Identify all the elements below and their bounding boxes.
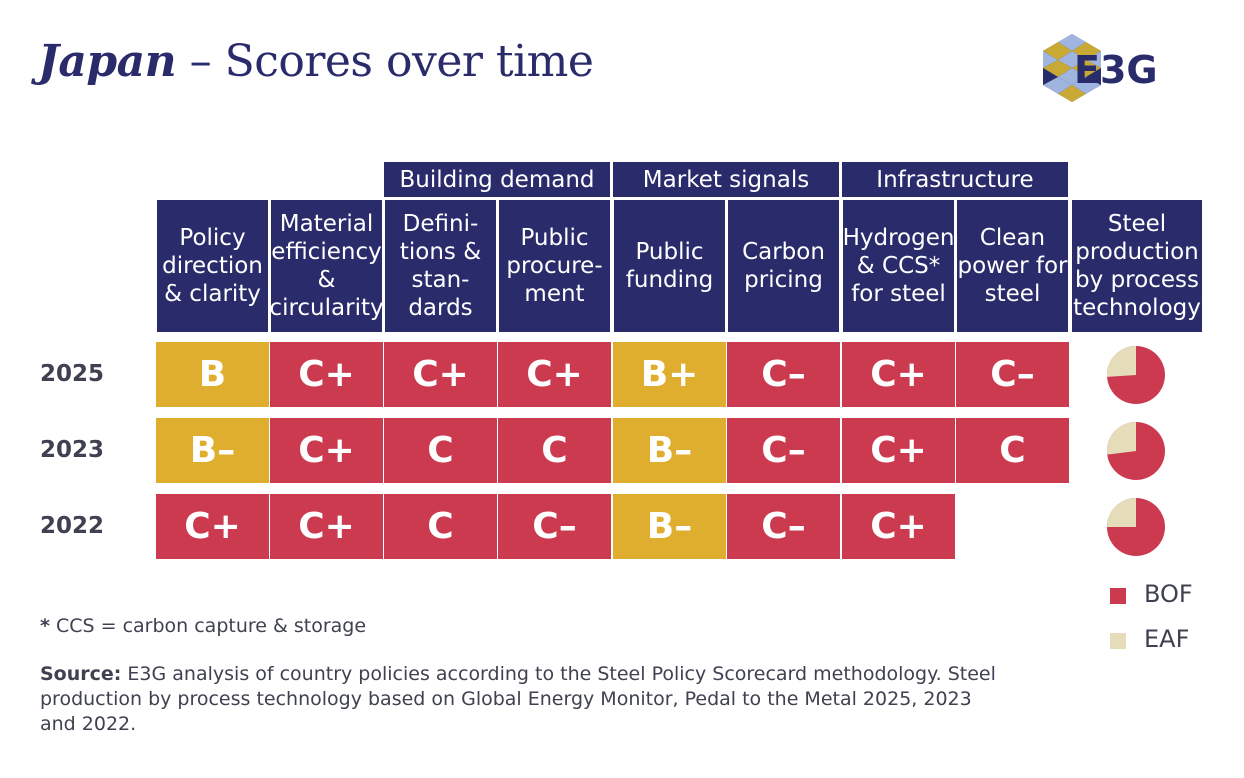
- score-cell: B–: [613, 494, 726, 559]
- row-year: 2023: [40, 437, 105, 463]
- score-cell: C: [384, 494, 497, 559]
- pie-slice-eaf: [1107, 498, 1136, 527]
- score-cell: C–: [956, 342, 1069, 407]
- score-cell: C+: [270, 494, 383, 559]
- footnote-mark: *: [40, 615, 50, 637]
- legend-swatch-bof: [1110, 588, 1126, 604]
- column-header-procurement: Public procure- ment: [499, 200, 610, 332]
- score-cell: B–: [156, 418, 269, 483]
- group-header: Building demand: [384, 162, 610, 197]
- pie-slice-eaf: [1107, 422, 1136, 455]
- score-cell: C: [956, 418, 1069, 483]
- page-title: Japan – Scores over time: [38, 36, 594, 87]
- column-header-hydrogen: Hydrogen & CCS* for steel: [843, 200, 954, 332]
- group-header: Infrastructure: [842, 162, 1068, 197]
- score-cell: C+: [498, 342, 611, 407]
- column-header-funding: Public funding: [614, 200, 725, 332]
- legend-swatch-eaf: [1110, 633, 1126, 649]
- column-header-definitions: Defini- tions & stan- dards: [385, 200, 496, 332]
- score-cell: B+: [613, 342, 726, 407]
- score-cell: C+: [270, 342, 383, 407]
- group-header: Market signals: [613, 162, 839, 197]
- score-cell: C: [498, 418, 611, 483]
- pie-slice-eaf: [1107, 346, 1136, 377]
- score-cell: C–: [727, 494, 840, 559]
- score-cell: C+: [384, 342, 497, 407]
- column-header-carbon: Carbon pricing: [728, 200, 839, 332]
- title-rest: – Scores over time: [176, 36, 594, 87]
- production-pie-chart: [1107, 422, 1165, 480]
- score-cell: C+: [842, 494, 955, 559]
- score-cell: C–: [727, 342, 840, 407]
- footnote-text: CCS = carbon capture & storage: [49, 615, 367, 637]
- logo-wordmark: E3G: [1074, 48, 1158, 92]
- production-pie-chart: [1107, 346, 1165, 404]
- row-year: 2022: [40, 513, 105, 539]
- column-header-production: Steel production by process technology: [1072, 200, 1202, 332]
- score-cell: C+: [156, 494, 269, 559]
- e3g-logo-icon: [1043, 34, 1101, 102]
- source-label: Source:: [40, 663, 122, 685]
- source-text: E3G analysis of country policies accordi…: [40, 663, 996, 735]
- title-country: Japan: [38, 36, 177, 87]
- score-cell: C+: [842, 342, 955, 407]
- score-cell: B–: [613, 418, 726, 483]
- production-pie-chart: [1107, 498, 1165, 556]
- score-cell: C+: [270, 418, 383, 483]
- row-year: 2025: [40, 361, 105, 387]
- footnote: * CCS = carbon capture & storage: [40, 615, 366, 637]
- column-header-policy: Policy direction & clarity: [157, 200, 268, 332]
- legend-label-bof: BOF: [1144, 580, 1193, 608]
- legend-label-eaf: EAF: [1144, 625, 1190, 653]
- source-note: Source: E3G analysis of country policies…: [40, 662, 1000, 737]
- column-header-power: Clean power for steel: [957, 200, 1068, 332]
- score-cell: C–: [498, 494, 611, 559]
- score-cell: B: [156, 342, 269, 407]
- column-header-material: Material efficiency & circularity: [269, 200, 384, 332]
- score-cell: C–: [727, 418, 840, 483]
- score-cell: C+: [842, 418, 955, 483]
- score-cell: C: [384, 418, 497, 483]
